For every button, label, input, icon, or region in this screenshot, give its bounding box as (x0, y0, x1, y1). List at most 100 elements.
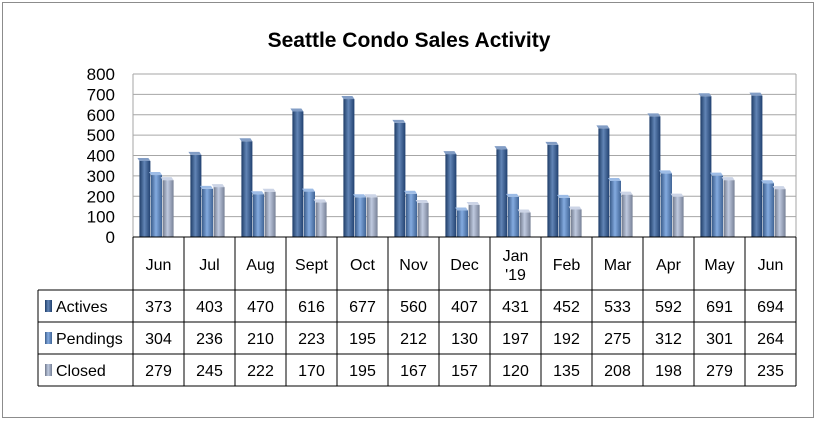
bar-closed-5 (417, 202, 429, 237)
data-table: Jun Jul Aug Sept Oct Nov Dec Jan '19 Feb Mar Apr May… (37, 236, 797, 387)
y-tick-label: 200 (87, 187, 115, 206)
bar-closed-2 (264, 191, 276, 237)
bar-cap-closed-10 (670, 193, 684, 197)
bar-pendings-1 (202, 188, 213, 237)
data-cell: 245 (196, 363, 223, 380)
bar-cap-closed-1 (211, 184, 225, 188)
data-cell: 312 (655, 331, 682, 348)
chart-title: Seattle Condo Sales Activity (268, 29, 551, 52)
data-cell: 236 (196, 331, 223, 348)
y-tick-label: 500 (87, 126, 115, 145)
bar-cap-pendings-3 (302, 188, 315, 192)
data-cell: 212 (400, 331, 427, 348)
data-cell: 197 (502, 331, 529, 348)
data-cell: 560 (400, 299, 427, 316)
category-label: Aug (246, 257, 274, 274)
bar-cap-pendings-12 (761, 180, 774, 184)
bar-cap-pendings-2 (251, 191, 264, 195)
data-cell: 208 (604, 363, 631, 380)
bar-cap-actives-2 (239, 138, 253, 142)
data-cell: 403 (196, 299, 223, 316)
data-cell: 223 (298, 331, 325, 348)
bar-actives-9 (598, 128, 610, 237)
bar-closed-0 (162, 180, 174, 237)
data-cell: 592 (655, 299, 682, 316)
category-label: Jun (758, 257, 784, 274)
category-label: '19 (505, 267, 526, 284)
bar-cap-pendings-11 (710, 172, 723, 176)
bar-closed-10 (672, 196, 684, 237)
bar-closed-6 (468, 205, 480, 237)
category-label: Apr (656, 257, 682, 274)
bar-closed-12 (774, 189, 786, 237)
bar-cap-actives-7 (494, 146, 508, 150)
data-cell: 279 (145, 363, 172, 380)
bars (137, 92, 786, 238)
category-label: Oct (350, 257, 375, 274)
bar-pendings-8 (559, 197, 570, 237)
data-cell: 407 (451, 299, 478, 316)
bar-actives-10 (649, 116, 661, 237)
data-cell: 470 (247, 299, 274, 316)
data-cell: 694 (757, 299, 784, 316)
y-tick-label: 700 (87, 85, 115, 104)
data-cell: 235 (757, 363, 784, 380)
bar-actives-12 (751, 95, 763, 237)
bar-actives-8 (547, 144, 559, 237)
bar-pendings-10 (661, 173, 672, 237)
bar-actives-5 (394, 122, 406, 237)
data-cell: 677 (349, 299, 376, 316)
category-label: Jun (146, 257, 172, 274)
bar-cap-actives-4 (341, 96, 355, 100)
data-cell: 130 (451, 331, 478, 348)
bar-actives-6 (445, 154, 457, 237)
bar-actives-0 (139, 161, 151, 237)
bar-actives-3 (292, 111, 304, 237)
bar-cap-closed-5 (415, 199, 429, 203)
category-label: May (704, 257, 734, 274)
bar-cap-closed-8 (568, 206, 582, 210)
bar-cap-actives-6 (443, 151, 457, 155)
data-cell: 195 (349, 363, 376, 380)
bar-cap-pendings-1 (200, 185, 213, 189)
series-name: Pendings (56, 331, 123, 348)
bar-pendings-2 (253, 194, 264, 237)
category-label: Dec (450, 257, 478, 274)
data-cell: 120 (502, 363, 529, 380)
bar-cap-pendings-10 (659, 170, 672, 174)
bar-cap-actives-1 (188, 151, 202, 155)
data-cell: 279 (706, 363, 733, 380)
bar-cap-pendings-5 (404, 190, 417, 194)
data-cell: 431 (502, 299, 529, 316)
data-cell: 373 (145, 299, 172, 316)
category-label: Jan (503, 248, 529, 265)
data-cell: 135 (553, 363, 580, 380)
data-cell: 198 (655, 363, 682, 380)
data-cell: 452 (553, 299, 580, 316)
bar-cap-closed-0 (160, 177, 174, 181)
bar-cap-pendings-6 (455, 207, 468, 211)
category-label: Sept (295, 257, 328, 274)
bar-cap-actives-0 (137, 158, 151, 162)
data-cell: 304 (145, 331, 172, 348)
bar-cap-closed-3 (313, 199, 327, 203)
data-cell: 301 (706, 331, 733, 348)
bar-cap-pendings-4 (353, 194, 366, 198)
legend-key-closed (45, 364, 52, 376)
category-label: Jul (199, 257, 219, 274)
bar-actives-1 (190, 154, 202, 237)
bar-cap-closed-12 (772, 186, 786, 190)
bar-cap-actives-10 (647, 113, 661, 117)
bar-pendings-6 (457, 210, 468, 237)
bar-closed-3 (315, 202, 327, 237)
data-cell: 157 (451, 363, 478, 380)
bar-closed-1 (213, 187, 225, 237)
data-cell: 275 (604, 331, 631, 348)
legend-key-actives (45, 300, 52, 312)
bar-cap-actives-5 (392, 119, 406, 123)
bar-actives-11 (700, 96, 712, 238)
category-label: Mar (604, 257, 632, 274)
legend-key-pendings (45, 332, 52, 344)
